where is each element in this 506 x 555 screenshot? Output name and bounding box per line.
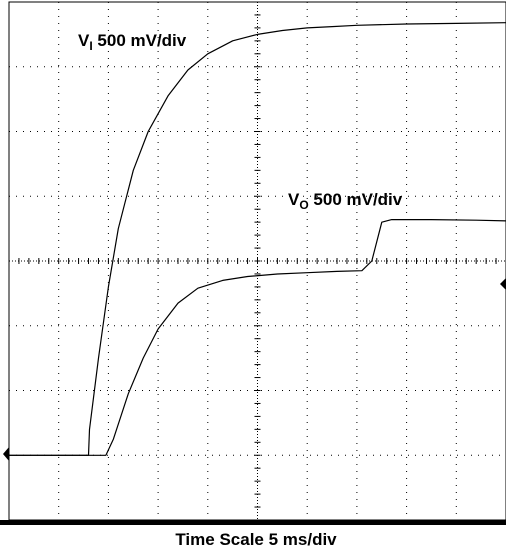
series-label-vi: VI 500 mV/div xyxy=(78,31,187,53)
trace-vi xyxy=(9,22,506,456)
ground-marker xyxy=(3,447,9,461)
trace-vo xyxy=(9,219,506,456)
status-strip xyxy=(0,520,506,525)
grid xyxy=(0,1,506,525)
trigger-marker xyxy=(500,278,506,290)
series-label-vo: VO 500 mV/div xyxy=(288,190,403,212)
x-axis-label: Time Scale 5 ms/div xyxy=(175,530,337,549)
traces xyxy=(9,22,506,456)
